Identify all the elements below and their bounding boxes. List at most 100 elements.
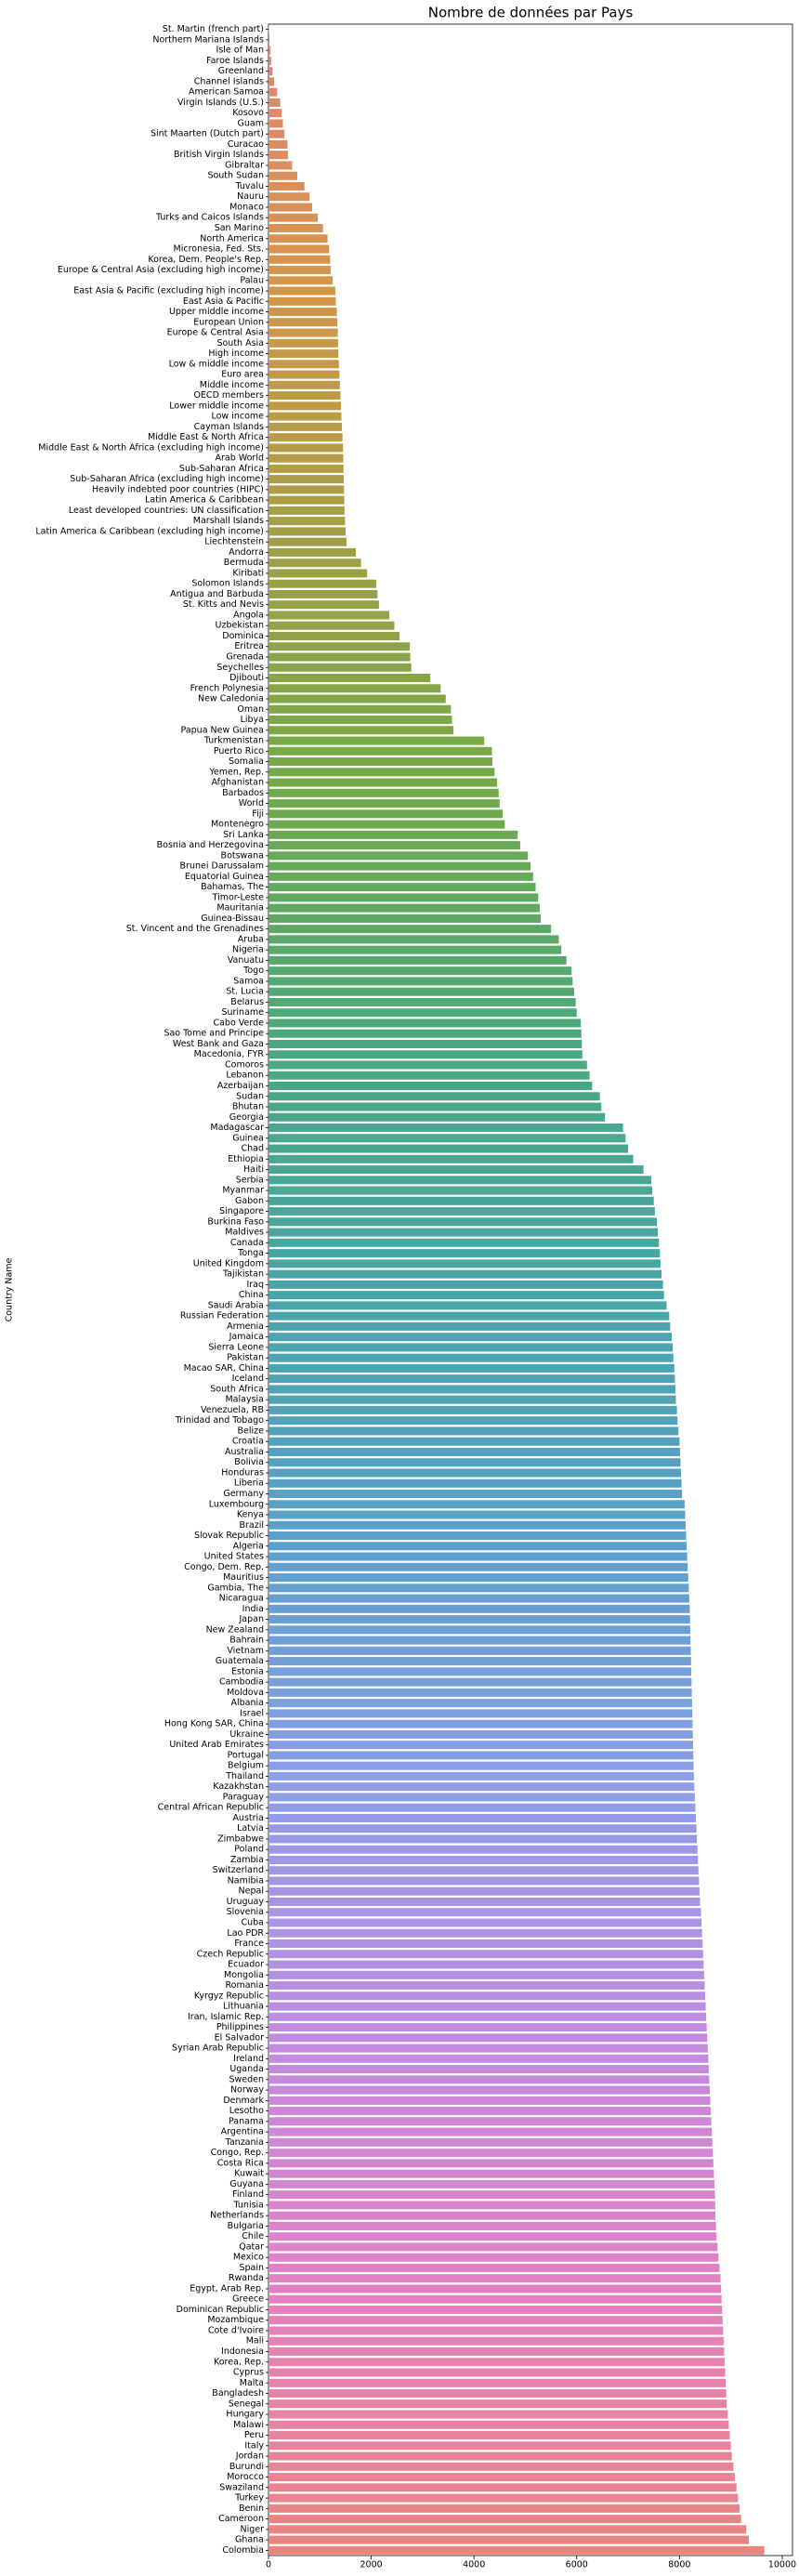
bar [269, 547, 356, 557]
bar [269, 1813, 697, 1822]
y-tick-label: South Asia [216, 338, 264, 348]
y-tick-label: Tunisia [233, 2200, 264, 2210]
y-tick-label: Bulgaria [228, 2221, 264, 2231]
y-tick-label: Malawi [233, 2420, 264, 2430]
y-tick-label: Gabon [235, 1196, 264, 1206]
bar [269, 443, 344, 453]
y-tick-label: Luxembourg [209, 1499, 264, 1509]
y-tick-label: Faroe Islands [206, 56, 264, 66]
bar [269, 151, 289, 160]
bar [269, 1374, 675, 1384]
bar [269, 663, 412, 672]
bar [269, 360, 339, 369]
y-tick-label: Uruguay [227, 1897, 265, 1907]
y-tick-label: Puerto Rico [214, 746, 264, 756]
y-tick-label: Marshall Islands [193, 516, 264, 526]
y-axis-label: Country Name [5, 1257, 15, 1321]
y-tick-label: Papua New Guinea [181, 725, 264, 735]
y-tick-label: Europe & Central Asia (excluding high in… [58, 265, 264, 275]
bar [269, 192, 310, 202]
bar [269, 296, 336, 306]
bar [269, 1196, 654, 1205]
y-tick-label: Comoros [225, 1059, 264, 1070]
bar [269, 1719, 693, 1728]
y-tick-label: World [239, 798, 264, 808]
y-tick-label: Uganda [229, 2064, 264, 2074]
y-tick-label: Moldova [227, 1688, 264, 1698]
y-tick-label: Solomon Islands [191, 579, 264, 589]
bar [269, 600, 379, 610]
y-tick-label: China [239, 1290, 264, 1300]
plot-frame [268, 23, 793, 2556]
bar [269, 2358, 726, 2367]
bar [269, 453, 344, 463]
bar [269, 2190, 715, 2200]
bar [269, 1405, 677, 1414]
bar [269, 736, 485, 745]
bar [269, 2159, 714, 2168]
bar [269, 1615, 690, 1624]
bar [269, 987, 574, 996]
y-tick-label: Paraguay [223, 1792, 265, 1802]
bar [269, 1855, 699, 1864]
bar [269, 318, 338, 327]
bar [269, 1165, 644, 1175]
bar [269, 2201, 715, 2210]
y-tick-label: Least developed countries: UN classifica… [69, 506, 264, 516]
bar [269, 1385, 675, 1394]
y-tick-label: Sudan [236, 1091, 264, 1101]
bar [269, 1050, 583, 1059]
y-tick-label: Madagascar [210, 1123, 264, 1133]
y-tick-label: Tuvalu [235, 181, 265, 191]
bar [269, 67, 273, 76]
bar [269, 1029, 582, 1038]
y-tick-label: Bangladesh [212, 2388, 264, 2399]
bar [269, 2284, 722, 2293]
y-tick-label: Sri Lanka [223, 830, 264, 840]
bar [269, 2012, 707, 2021]
bar [269, 2023, 707, 2032]
y-tick-label: Cambodia [219, 1677, 264, 1688]
y-tick-label: Qatar [239, 2241, 264, 2252]
bar [269, 1729, 693, 1739]
bar [269, 2410, 728, 2419]
y-tick-label: Burundi [229, 2462, 264, 2472]
y-tick-label: French Polynesia [190, 683, 264, 693]
bar [269, 1060, 587, 1070]
y-tick-label: Turks and Caicos Islands [155, 213, 264, 223]
bar [269, 2065, 709, 2074]
y-tick-label: Peru [244, 2430, 264, 2440]
y-tick-label: Finland [232, 2189, 264, 2200]
bar [269, 2294, 722, 2304]
bar [269, 716, 452, 725]
y-tick-label: Czech Republic [197, 1949, 264, 1959]
bar [269, 1688, 692, 1697]
y-tick-label: Montenegro [211, 820, 264, 830]
y-tick-label: Iran, Islamic Rep. [188, 2012, 264, 2022]
bar [269, 475, 345, 484]
y-tick-label: Afghanistan [211, 778, 264, 788]
bar [269, 2420, 729, 2429]
bar [269, 1677, 692, 1687]
y-tick-label: Cabo Verde [213, 1018, 264, 1028]
y-tick-label: Sub-Saharan Africa (excluding high incom… [70, 474, 264, 484]
bar [269, 1824, 697, 1833]
bar [269, 799, 500, 808]
bar [269, 1479, 682, 1488]
y-tick-label: Germany [223, 1489, 264, 1499]
bar [269, 2515, 741, 2524]
bar [269, 1112, 606, 1122]
bar [269, 841, 520, 850]
y-tick-label: Argentina [221, 2127, 264, 2137]
y-tick-label: Palau [240, 275, 264, 285]
bar [269, 1019, 582, 1028]
y-tick-label: United States [204, 1552, 264, 1562]
bar [269, 2347, 725, 2357]
y-tick-label: Venezuela, RB [201, 1405, 264, 1415]
y-tick-label: Greece [232, 2294, 264, 2305]
y-tick-label: Vanuatu [228, 955, 264, 966]
y-tick-label: Cyprus [233, 2368, 264, 2378]
y-tick-label: Timor-Leste [212, 892, 265, 902]
bar [269, 611, 389, 620]
